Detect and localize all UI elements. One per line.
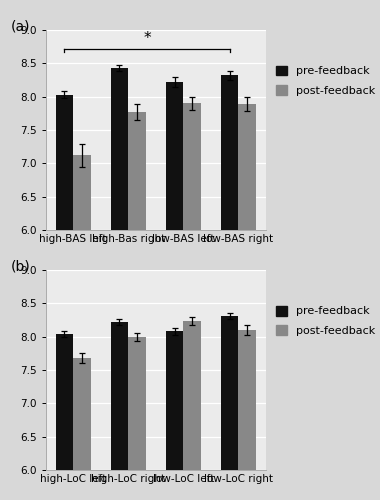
Bar	[73, 156, 91, 500]
Bar	[183, 320, 201, 500]
Bar	[166, 82, 183, 500]
Legend: pre-feedback, post-feedback: pre-feedback, post-feedback	[276, 66, 375, 96]
Legend: pre-feedback, post-feedback: pre-feedback, post-feedback	[276, 306, 375, 336]
Text: (b): (b)	[10, 260, 30, 274]
Bar	[221, 76, 238, 500]
Bar	[73, 358, 91, 500]
Text: *: *	[143, 31, 151, 46]
Bar	[221, 316, 238, 500]
Bar	[166, 332, 183, 500]
Text: (a): (a)	[10, 20, 30, 34]
Bar	[238, 104, 256, 500]
Bar	[111, 322, 128, 500]
Bar	[128, 112, 146, 500]
Bar	[238, 330, 256, 500]
Bar	[55, 94, 73, 500]
Bar	[128, 338, 146, 500]
Bar	[55, 334, 73, 500]
Bar	[111, 68, 128, 500]
Bar	[183, 104, 201, 500]
